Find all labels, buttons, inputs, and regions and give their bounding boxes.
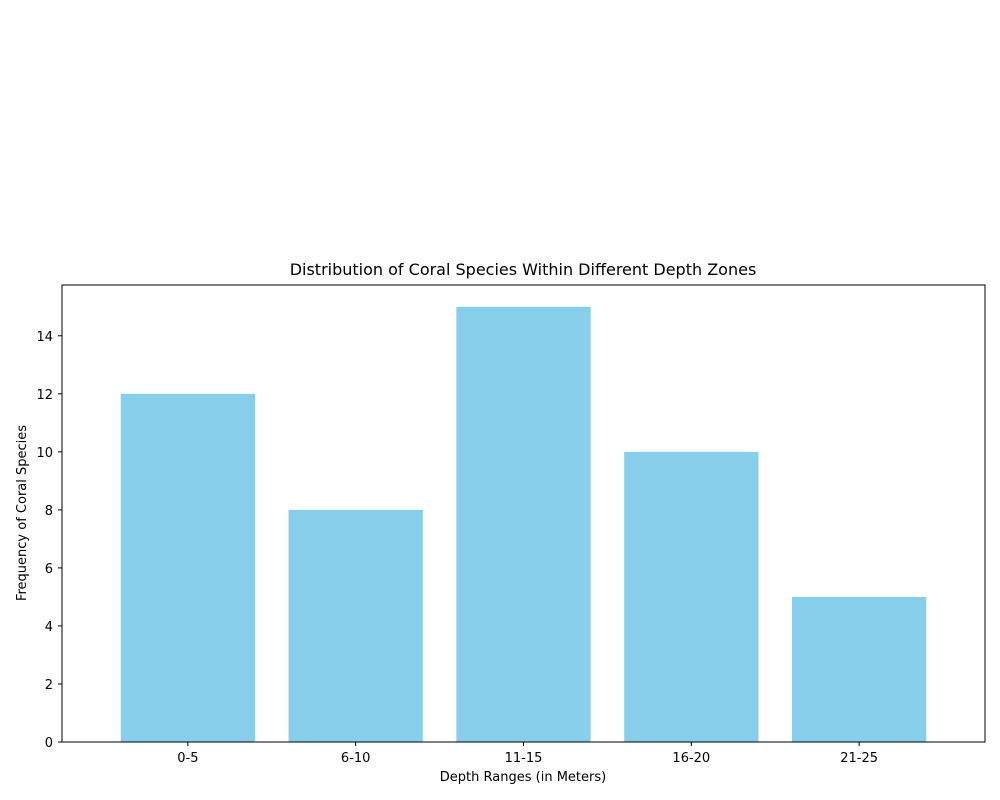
bar-0-5 <box>120 393 255 742</box>
x-axis-label: Depth Ranges (in Meters) <box>440 770 606 785</box>
y-tick-label: 8 <box>45 504 53 519</box>
y-axis-label: Frequency of Coral Species <box>15 425 30 601</box>
x-tick-label: 16-20 <box>672 751 710 766</box>
chart-title: Distribution of Coral Species Within Dif… <box>290 260 757 279</box>
y-tick-label: 14 <box>36 330 53 345</box>
y-axis-ticks: 0 2 4 6 8 10 12 14 <box>36 330 62 751</box>
x-axis-ticks: 0-5 6-10 11-15 16-20 21-25 <box>177 742 878 766</box>
bars-group <box>120 306 927 742</box>
y-tick-label: 0 <box>45 736 53 751</box>
bar-6-10 <box>288 509 423 742</box>
y-tick-label: 10 <box>36 446 53 461</box>
bar-16-20 <box>624 451 759 742</box>
y-tick-label: 12 <box>36 388 53 403</box>
bar-11-15 <box>456 306 591 742</box>
y-tick-label: 6 <box>45 562 53 577</box>
x-tick-label: 11-15 <box>505 751 543 766</box>
x-tick-label: 0-5 <box>177 751 198 766</box>
bar-21-25 <box>792 596 927 742</box>
y-tick-label: 2 <box>45 678 53 693</box>
x-tick-label: 21-25 <box>840 751 878 766</box>
y-tick-label: 4 <box>45 620 53 635</box>
x-tick-label: 6-10 <box>341 751 371 766</box>
